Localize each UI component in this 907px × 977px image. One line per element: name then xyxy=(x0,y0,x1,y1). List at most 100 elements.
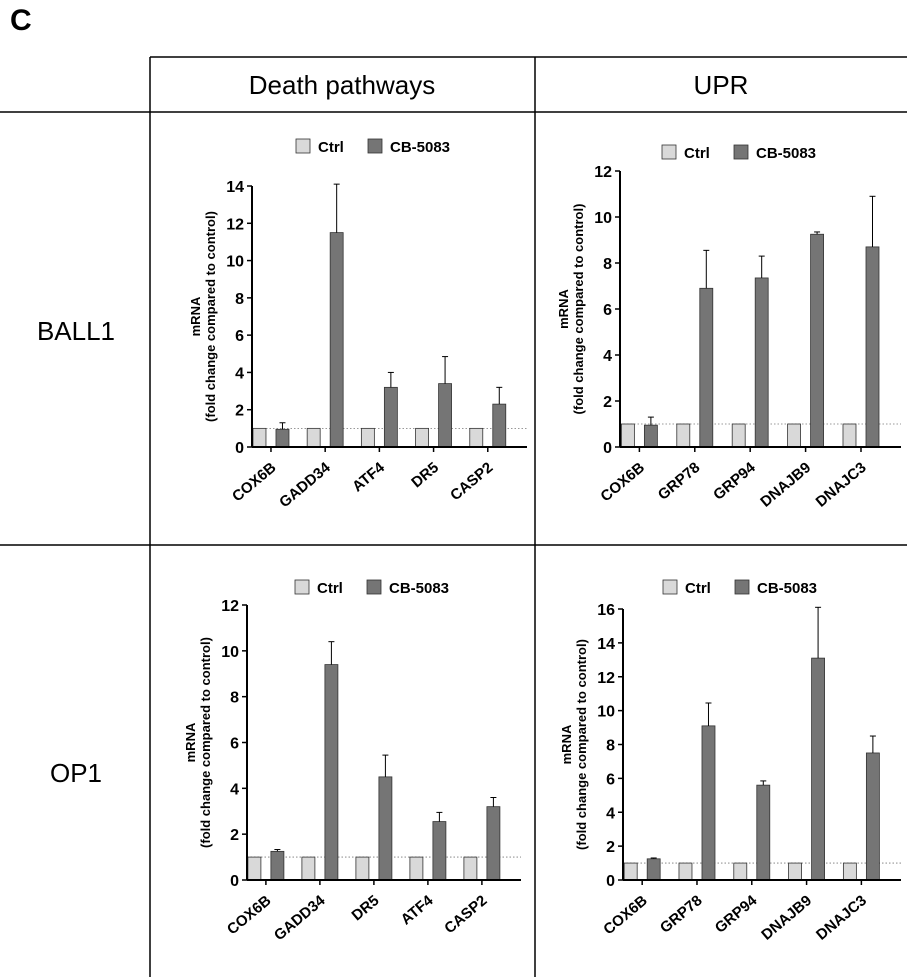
legend-label-ctrl: Ctrl xyxy=(684,145,710,162)
y-tick-label: 8 xyxy=(606,738,615,755)
x-tick-label: COX6B xyxy=(229,459,280,505)
y-tick-label: 0 xyxy=(235,440,244,457)
y-tick-label: 14 xyxy=(597,636,615,653)
bar-ctrl xyxy=(733,862,748,881)
x-tick-label: CASP2 xyxy=(447,459,496,504)
table-grid xyxy=(0,56,907,977)
bar-treated xyxy=(756,784,771,881)
y-tick-label: 10 xyxy=(226,254,244,271)
bar-ctrl xyxy=(306,427,321,448)
bar-treated xyxy=(811,657,825,881)
legend-swatch-treated xyxy=(734,579,750,595)
x-tick-label: DNAJC3 xyxy=(813,892,870,944)
bar-ctrl xyxy=(731,423,746,448)
x-tick-label: GRP94 xyxy=(712,892,761,937)
legend-swatch-treated xyxy=(733,144,749,160)
y-tick-label: 14 xyxy=(226,179,244,196)
y-tick-label: 12 xyxy=(226,216,244,233)
bar-ctrl xyxy=(415,427,429,448)
y-tick-label: 6 xyxy=(603,302,612,319)
bar-treated xyxy=(378,776,393,881)
y-tick-label: 2 xyxy=(603,394,612,411)
legend-swatch-treated xyxy=(366,579,382,595)
y-tick-label: 4 xyxy=(603,348,612,365)
bar-ctrl xyxy=(301,856,316,881)
column-header-upr: UPR xyxy=(694,70,749,100)
bar-ctrl xyxy=(678,862,693,881)
y-axis-label-line2: (fold change compared to control) xyxy=(198,637,213,848)
x-tick-label: CASP2 xyxy=(441,892,490,937)
bar-treated xyxy=(438,383,452,448)
x-tick-label: COX6B xyxy=(597,459,648,505)
legend-label-treated: CB-5083 xyxy=(757,580,817,597)
x-tick-label: ATF4 xyxy=(398,892,437,929)
y-tick-label: 2 xyxy=(606,839,615,856)
legend-swatch-ctrl xyxy=(662,579,678,595)
legend-label-treated: CB-5083 xyxy=(756,145,816,162)
x-tick-label: GRP78 xyxy=(657,892,706,937)
bar-ctrl xyxy=(788,862,802,881)
y-tick-label: 6 xyxy=(230,736,239,753)
x-tick-label: DNAJB9 xyxy=(758,892,815,944)
y-axis-label-line1: mRNA xyxy=(559,724,574,764)
bar-treated xyxy=(643,424,658,448)
bar-ctrl xyxy=(360,427,375,448)
bar-ctrl xyxy=(252,427,267,448)
y-tick-label: 2 xyxy=(235,403,244,420)
legend-swatch-ctrl xyxy=(661,144,677,160)
bar-ctrl xyxy=(463,856,478,881)
x-tick-label: ATF4 xyxy=(349,459,388,496)
bar-treated xyxy=(699,287,714,448)
bar-treated xyxy=(324,664,339,881)
bar-treated xyxy=(383,386,398,448)
bar-treated xyxy=(492,403,507,448)
bar-ctrl xyxy=(787,423,801,448)
bar-ctrl xyxy=(409,856,424,881)
bar-treated xyxy=(486,806,501,881)
bar-treated xyxy=(810,233,824,448)
y-tick-label: 8 xyxy=(603,256,612,273)
x-tick-label: COX6B xyxy=(600,892,651,938)
x-tick-label: DNAJC3 xyxy=(813,459,870,511)
x-tick-label: GADD34 xyxy=(271,892,329,945)
x-tick-label: COX6B xyxy=(224,892,275,938)
y-axis-label-line2: (fold change compared to control) xyxy=(571,204,586,415)
bar-treated xyxy=(701,725,716,881)
y-tick-label: 0 xyxy=(606,873,615,890)
y-axis-label-line2: (fold change compared to control) xyxy=(203,211,218,422)
bar-ctrl xyxy=(842,423,857,448)
y-tick-label: 2 xyxy=(230,827,239,844)
bar-ctrl xyxy=(842,862,857,881)
bar-treated xyxy=(865,752,880,881)
bar-treated xyxy=(270,850,285,881)
bar-treated xyxy=(865,246,880,448)
x-tick-label: DR5 xyxy=(408,459,442,491)
y-tick-label: 6 xyxy=(235,328,244,345)
y-axis-label-line1: mRNA xyxy=(188,296,203,336)
legend-label-ctrl: Ctrl xyxy=(685,580,711,597)
bar-ctrl xyxy=(676,423,691,448)
legend-label-ctrl: Ctrl xyxy=(317,580,343,597)
y-tick-label: 10 xyxy=(221,644,239,661)
y-tick-label: 8 xyxy=(230,690,239,707)
y-tick-label: 10 xyxy=(594,210,612,227)
bar-treated xyxy=(754,277,769,448)
y-tick-label: 16 xyxy=(597,602,615,619)
y-tick-label: 4 xyxy=(230,781,239,798)
bar-ctrl xyxy=(247,856,262,881)
y-tick-label: 4 xyxy=(606,805,615,822)
bar-treated xyxy=(329,232,344,448)
bar-ctrl xyxy=(469,427,484,448)
legend-swatch-treated xyxy=(367,138,383,154)
legend-label-ctrl: Ctrl xyxy=(318,139,344,156)
x-tick-label: GRP94 xyxy=(710,459,759,504)
row-header-op1: OP1 xyxy=(50,758,102,788)
x-tick-label: DNAJB9 xyxy=(757,459,814,511)
bar-ctrl xyxy=(623,862,638,881)
